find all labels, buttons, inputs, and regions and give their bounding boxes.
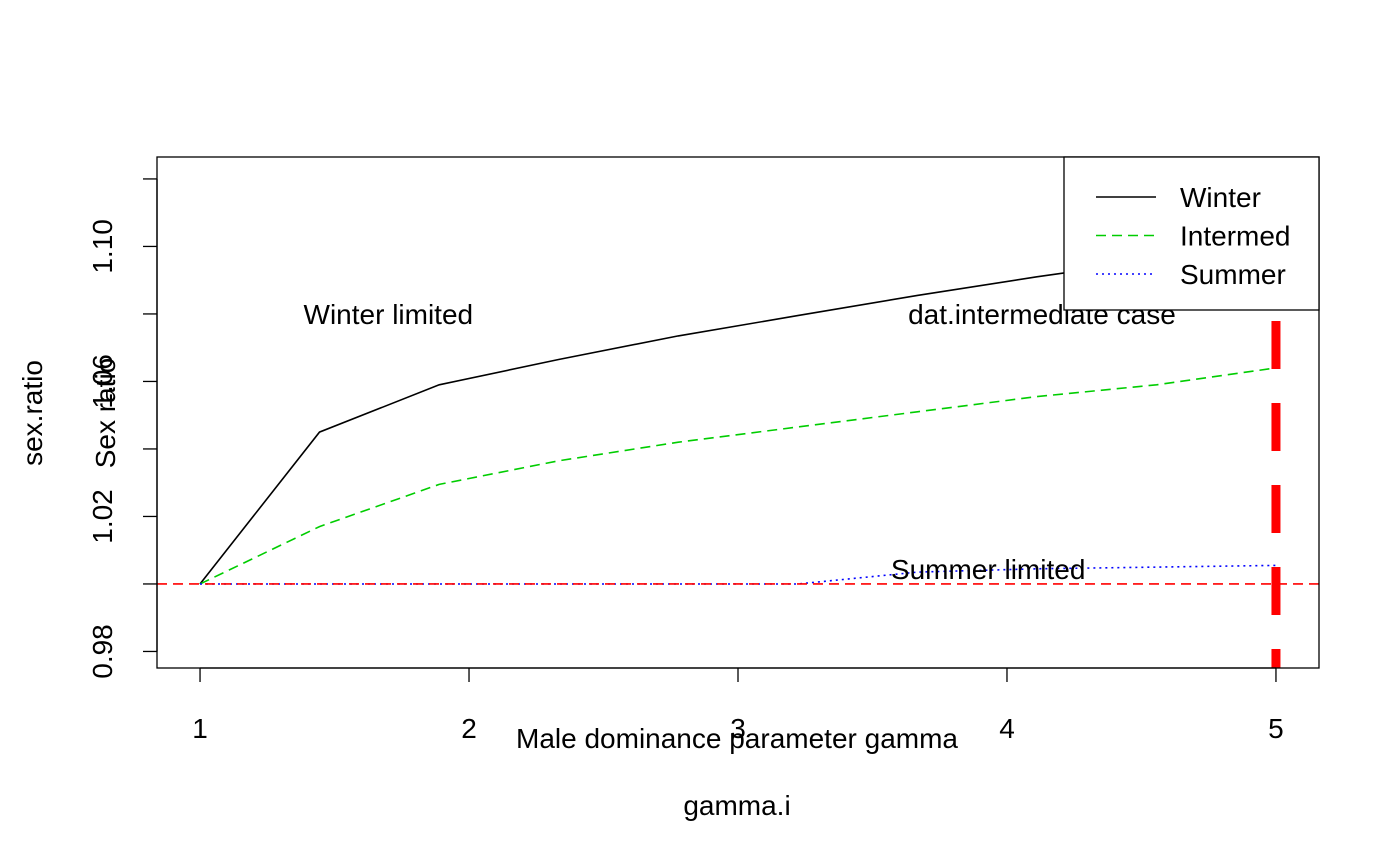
series-line-2 [199,367,1277,585]
legend-label-2: Intermed [1180,221,1291,252]
y-tick-label-1: 0.98 [87,624,118,679]
annotations: Winter limited dat.intermediate caseSumme… [304,299,1176,585]
overlay-y-axis-label: Sex ratio [90,358,121,469]
legend-label-1: Winter [1180,182,1261,213]
legend-box [1063,156,1320,311]
legend-label-3: Summer [1180,259,1286,290]
x-tick-label-3: 3 [730,713,746,744]
axes: 1 2 3 4 5 0.98 1.02 1.06 1.10 [87,178,1284,744]
y-tick-label-5: 1.06 [87,354,118,409]
x-tick-label-1: 1 [192,713,208,744]
annotation-1: Winter limited [304,299,474,330]
y-axis-label: sex.ratio [17,360,48,466]
overlay-x-axis-label: Male dominance parameter gamma [516,723,958,754]
annotation-3: Summer limited [891,554,1085,585]
legend: Winter Intermed Summer [1063,156,1320,311]
x-tick-label-2: 2 [461,713,477,744]
y-tick-label-3: 1.02 [87,489,118,544]
x-tick-label-4: 4 [999,713,1015,744]
x-axis-label: gamma.i [683,790,790,821]
x-tick-label-5: 5 [1268,713,1284,744]
y-tick-label-7: 1.10 [87,219,118,274]
